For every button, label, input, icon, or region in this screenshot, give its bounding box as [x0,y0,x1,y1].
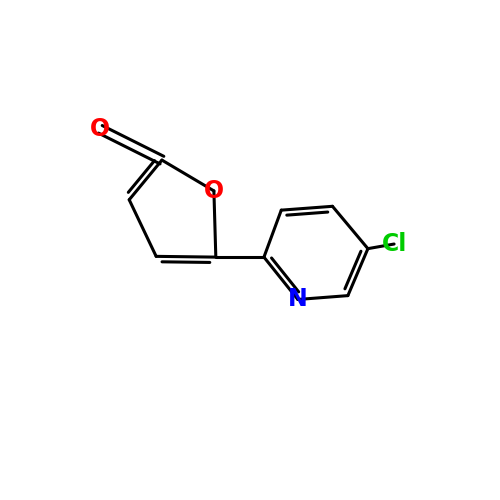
Text: O: O [90,118,110,142]
Text: Cl: Cl [382,232,407,256]
Text: N: N [288,288,308,312]
Text: O: O [204,179,224,203]
